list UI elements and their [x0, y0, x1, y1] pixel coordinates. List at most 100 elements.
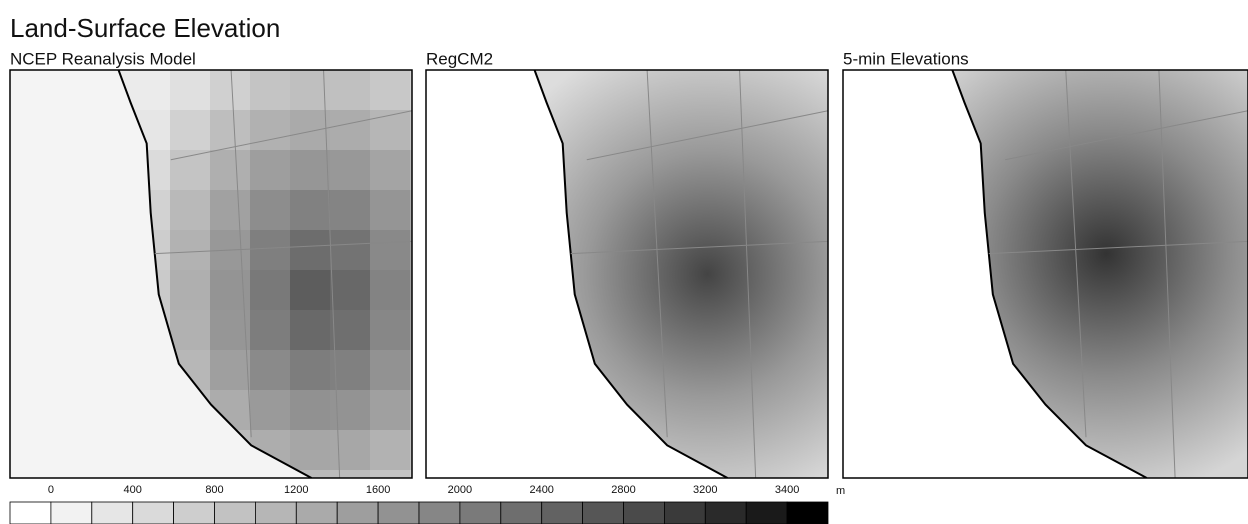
- map: [842, 69, 1248, 479]
- elevation-cell: [330, 470, 370, 478]
- panels: NCEP Reanalysis Model RegCM2 5-min Elevati…: [9, 49, 1248, 479]
- elevation-cell: [370, 310, 410, 350]
- elevation-cell: [210, 70, 250, 110]
- color-swatch: [254, 501, 297, 524]
- elevation-cell: [410, 110, 412, 150]
- color-swatch: [295, 501, 338, 524]
- elevation-cell: [250, 270, 290, 310]
- elevation-cell: [410, 270, 412, 310]
- color-swatch: [9, 501, 52, 524]
- elevation-cell: [410, 430, 412, 470]
- elevation-cell: [210, 310, 250, 350]
- elevation-cell: [330, 270, 370, 310]
- elevation-cell: [330, 190, 370, 230]
- borders: [570, 70, 828, 478]
- color-swatch: [418, 501, 461, 524]
- map-content: [843, 70, 1248, 478]
- elevation-cell: [370, 390, 410, 430]
- elevation-cell: [170, 150, 210, 190]
- elevation-cell: [370, 270, 410, 310]
- elevation-cell: [330, 430, 370, 470]
- map: [425, 69, 829, 479]
- elevation-cell: [410, 150, 412, 190]
- panel-frame: [842, 69, 1248, 479]
- borders: [154, 70, 412, 478]
- map-content: [10, 70, 412, 478]
- elevation-cell: [370, 430, 410, 470]
- elevation-cell: [250, 110, 290, 150]
- elevation-cell: [250, 230, 290, 270]
- elevation-cell: [130, 70, 170, 110]
- colorbar-label: 3400: [775, 484, 799, 496]
- elevation-cell: [170, 190, 210, 230]
- elevation-cell: [410, 230, 412, 270]
- panel-title: RegCM2: [426, 49, 493, 68]
- elevation-cell: [250, 390, 290, 430]
- ocean: [426, 70, 728, 478]
- panel-frame: [425, 69, 829, 479]
- elevation-cell: [330, 150, 370, 190]
- elevation-cell: [290, 470, 330, 478]
- colorbar-label: 2800: [611, 484, 635, 496]
- elevation-cell: [170, 70, 210, 110]
- elevation-cell: [410, 350, 412, 390]
- elevation-cell: [290, 230, 330, 270]
- panel-title: NCEP Reanalysis Model: [10, 49, 196, 68]
- elevation-cell: [370, 70, 410, 110]
- elevation-cell: [370, 470, 410, 478]
- elevation-cell: [370, 190, 410, 230]
- color-swatch: [459, 501, 502, 524]
- elevation-cell: [250, 310, 290, 350]
- elevation-cell: [210, 190, 250, 230]
- panel-title: 5-min Elevations: [843, 49, 969, 68]
- borders: [988, 70, 1248, 478]
- elevation-cell: [290, 110, 330, 150]
- elevation-cell: [370, 350, 410, 390]
- colorbar-label: 800: [205, 484, 223, 496]
- elevation-cell: [410, 470, 412, 478]
- colorbar-label: 3200: [693, 484, 717, 496]
- elevation-cell: [410, 190, 412, 230]
- color-swatch: [623, 501, 665, 524]
- color-swatch: [50, 501, 93, 524]
- elevation-cell: [330, 350, 370, 390]
- elevation-cell: [170, 230, 210, 270]
- ocean: [10, 70, 312, 478]
- coastline: [951, 70, 1148, 478]
- color-swatch: [786, 501, 829, 524]
- colorbar: 0 400 800 1200 1600 2000 2400 2800 3200 3400 m: [9, 484, 845, 524]
- elevation-cell: [330, 230, 370, 270]
- elevation-cell: [250, 350, 290, 390]
- color-swatch: [91, 501, 134, 524]
- coastline: [533, 70, 728, 478]
- elevation-cell: [290, 350, 330, 390]
- elevation-cell: [290, 190, 330, 230]
- color-swatch: [664, 501, 706, 524]
- colorbar-label: 2400: [529, 484, 553, 496]
- map-content: [426, 70, 828, 478]
- elevation-cell: [410, 310, 412, 350]
- color-swatch: [745, 501, 788, 524]
- colorbar-label: 400: [124, 484, 142, 496]
- elevation-cell: [250, 150, 290, 190]
- elevation-cell: [290, 150, 330, 190]
- panel-frame: [9, 69, 413, 479]
- elevation-cell: [290, 430, 330, 470]
- colorbar-label: 0: [48, 484, 54, 496]
- elevation-cell: [370, 230, 410, 270]
- colorbar-unit: m: [836, 485, 845, 497]
- elevation-cell: [290, 390, 330, 430]
- elevation-cell: [370, 150, 410, 190]
- elevation-cell: [210, 110, 250, 150]
- coastline: [117, 70, 312, 478]
- elevation-cell: [170, 270, 210, 310]
- figure-title: Land-Surface Elevation: [10, 13, 280, 43]
- colorbar-label: 1600: [366, 484, 390, 496]
- color-swatch: [582, 501, 624, 524]
- elevation-cell: [370, 110, 410, 150]
- ocean: [843, 70, 1147, 478]
- map: [9, 69, 413, 479]
- elevation-cell: [410, 390, 412, 430]
- color-swatch: [500, 501, 543, 524]
